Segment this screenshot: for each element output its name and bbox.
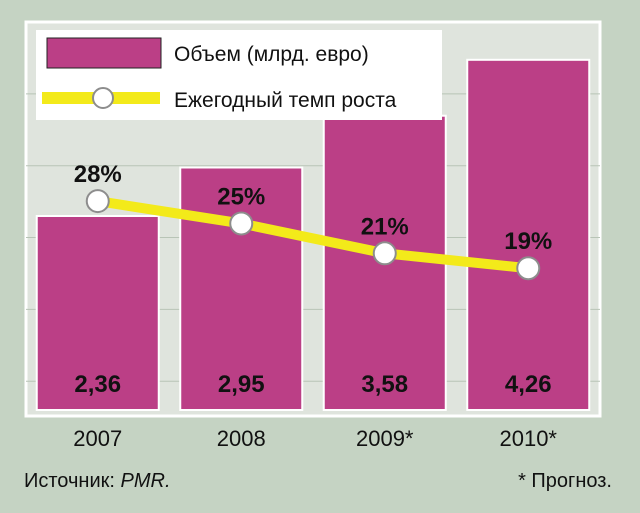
bars [35,58,591,412]
x-tick-label: 2010* [499,426,557,451]
growth-value-label: 25% [217,183,265,210]
growth-value-label: 19% [504,228,552,255]
source-label: Источник: [24,470,115,492]
data-labels: 2,36 2,95 3,58 4,26 28% 25% 21% 19% [74,161,553,398]
growth-point [516,256,541,281]
bar-value-label: 3,58 [361,371,408,398]
x-tick-label: 2008 [217,426,266,451]
bar [35,215,160,411]
bar [466,58,591,411]
legend: Объем (млрд. евро) Ежегодный темп роста [36,30,442,120]
growth-point [229,211,254,236]
x-tick-label: 2007 [73,426,122,451]
forecast-note: * Прогноз. [518,470,612,492]
growth-point [372,241,397,266]
bar [179,166,304,411]
growth-value-label: 21% [361,213,409,240]
bar-value-label: 4,26 [505,371,552,398]
growth-point [85,189,110,214]
legend-swatch-volume [46,37,162,69]
growth-line [85,189,541,281]
legend-marker-growth [92,87,114,109]
source-name: PMR. [120,470,171,492]
x-axis: 2007 2008 2009* 2010* [73,426,557,451]
source-note: Источник: PMR. [24,470,171,493]
bar-value-label: 2,95 [218,371,265,398]
bar-value-label: 2,36 [74,371,121,398]
growth-value-label: 28% [74,161,122,188]
x-tick-label: 2009* [356,426,414,451]
legend-label-growth: Ежегодный темп роста [174,89,397,112]
legend-label-volume: Объем (млрд. евро) [174,43,369,66]
growth-line-path [96,196,529,274]
